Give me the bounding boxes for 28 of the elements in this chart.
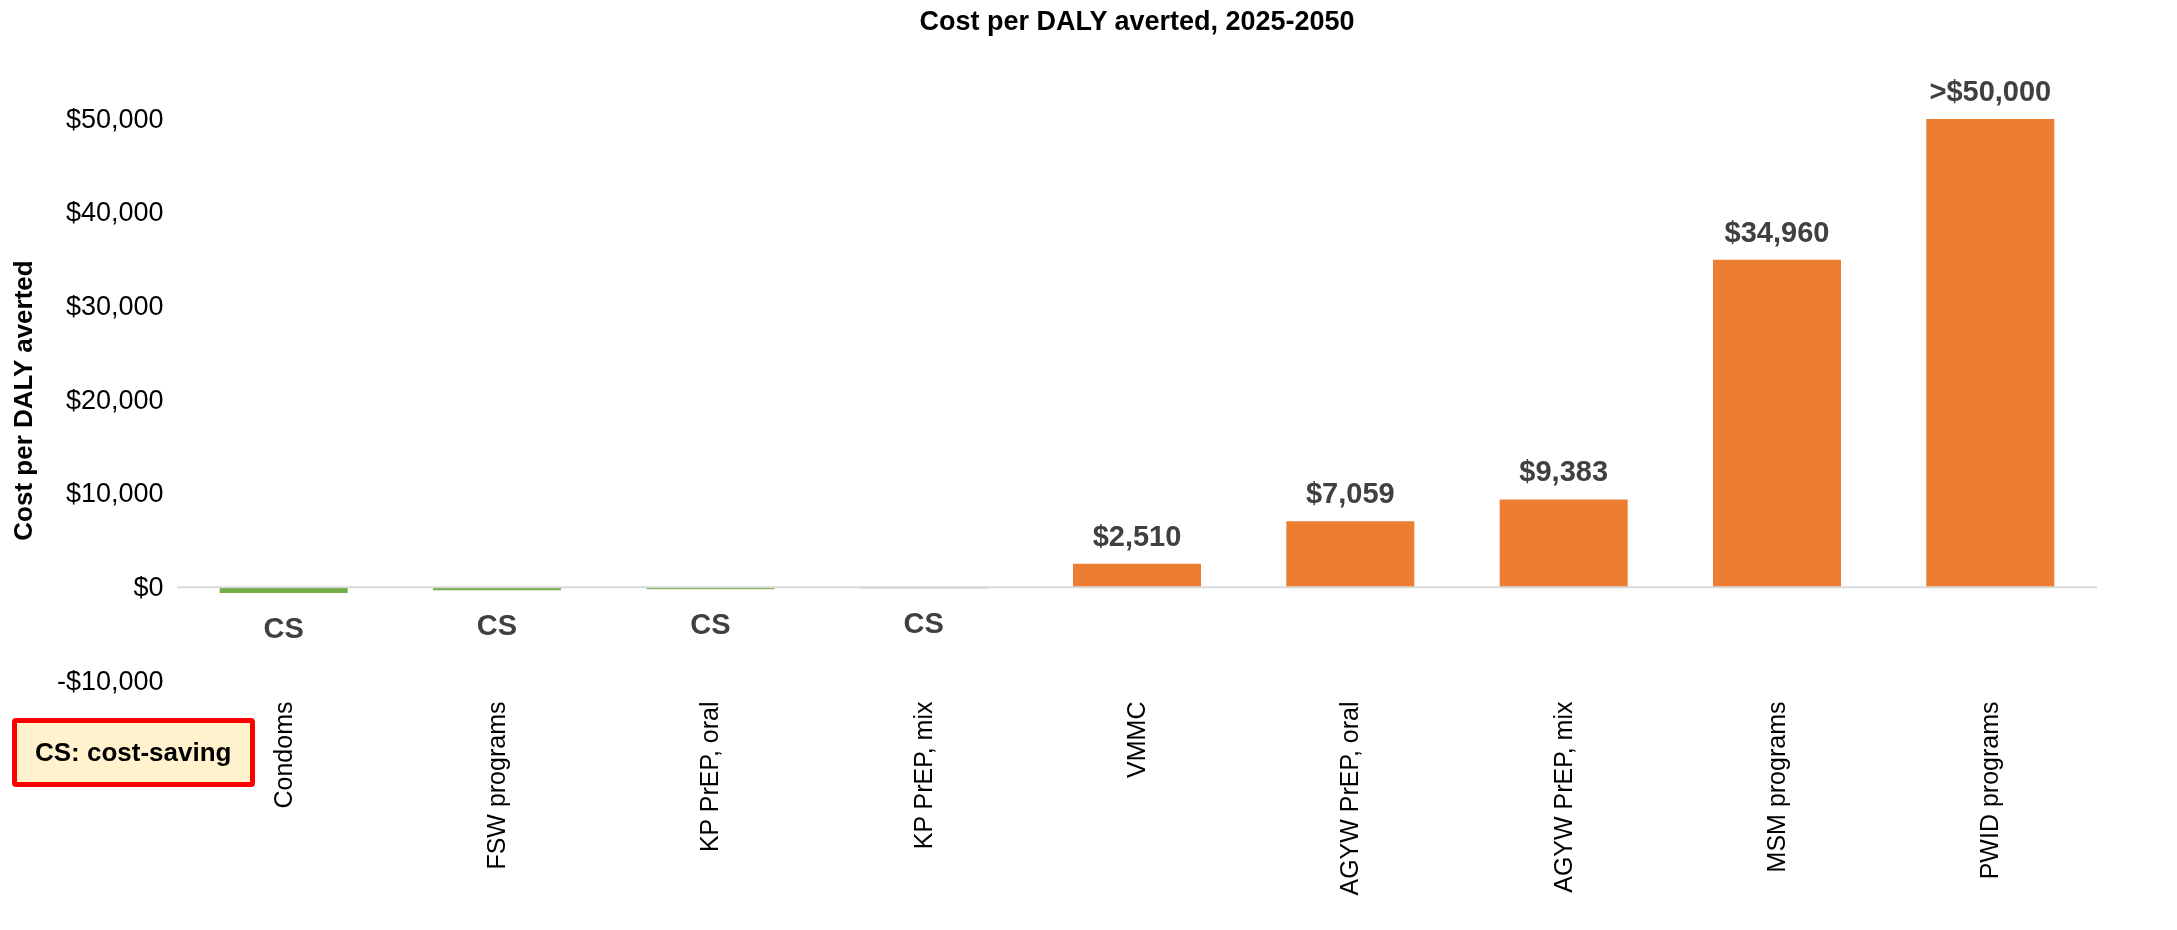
y-tick-label: $50,000 (65, 103, 164, 134)
chart-title: Cost per DALY averted, 2025-2050 (919, 6, 1355, 36)
y-tick-label: $40,000 (65, 197, 164, 228)
data-label: $7,059 (1305, 477, 1395, 510)
data-label: $9,383 (1519, 455, 1609, 488)
data-label: >$50,000 (1929, 75, 2052, 107)
x-tick-label: MSM programs (1762, 701, 1790, 873)
x-tick-label: Condoms (268, 701, 297, 809)
y-tick-label: $30,000 (65, 290, 164, 321)
x-tick-label: KP PrEP, mix (908, 701, 937, 850)
x-tick-label: AGYW PrEP, oral (1335, 701, 1364, 896)
data-label: CS (690, 608, 731, 641)
data-label: CS (476, 609, 518, 642)
y-tick-label: $0 (133, 571, 164, 602)
data-label: $34,960 (1724, 215, 1830, 248)
data-label: CS (263, 611, 304, 644)
x-tick-label: VMMC (1122, 701, 1150, 778)
y-tick-label: $20,000 (65, 384, 164, 415)
data-label: $2,510 (1092, 519, 1182, 552)
data-label: CS (903, 607, 944, 640)
x-tick-label: PWID programs (1975, 701, 2004, 880)
y-axis-title: Cost per DALY averted (7, 260, 38, 541)
x-tick-label: FSW programs (482, 701, 510, 870)
text: CS: cost-saving (12, 718, 255, 787)
x-tick-label: AGYW PrEP, mix (1548, 701, 1577, 893)
y-tick-label: $10,000 (65, 478, 164, 509)
y-tick-label: -$10,000 (56, 665, 164, 696)
x-tick-label: KP PrEP, oral (695, 701, 724, 853)
